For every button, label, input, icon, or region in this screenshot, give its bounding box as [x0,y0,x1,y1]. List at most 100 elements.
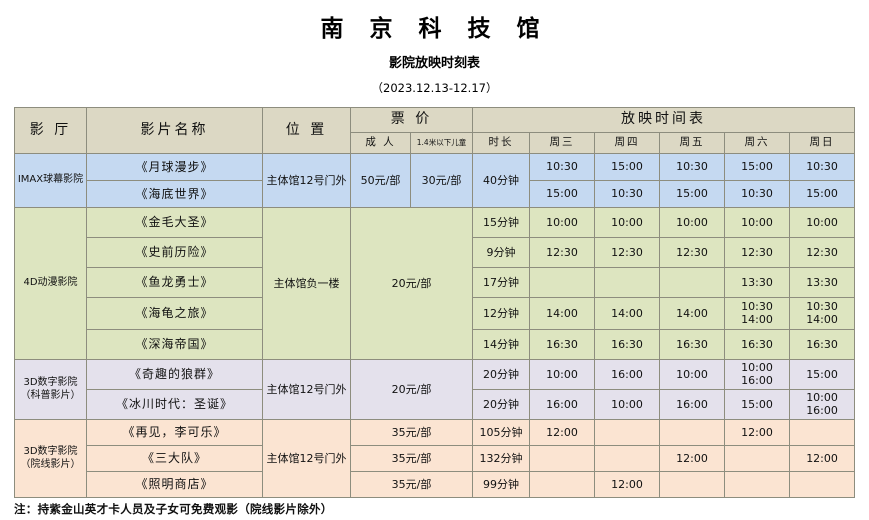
showtime-cell: 16:30 [594,329,661,360]
footer-note: 注：持紫金山英才卡人员及子女可免费观影（院线影片除外） [14,502,333,516]
hall-name-cell: 4D动漫影院 [14,207,87,360]
col-price-adult: 成 人 [350,132,411,154]
showtime-cell [659,419,726,446]
table-row: 《海龟之旅》 12分钟 14:00 14:00 14:00 10:30 14:00 10:30… [15,297,856,330]
col-day-fri: 周五 [659,132,726,154]
col-day-sat: 周六 [724,132,791,154]
hall-name-cell: IMAX球幕影院 [14,153,87,208]
table-row: 《冰川时代：圣诞》 20分钟 16:00 10:00 16:00 15:00 10:00 16… [15,389,856,420]
location-cell: 主体馆12号门外 [262,359,351,420]
col-location: 位 置 [262,107,351,154]
col-price-child: 1.4米以下儿童 [409,132,474,154]
showtime-cell: 10:00 [594,389,661,420]
showtime-cell: 10:00 [789,207,856,238]
film-title-cell: 《金毛大圣》 [86,207,263,238]
showtime-cell: 15:00 [724,153,791,181]
showtime-cell: 10:30 [594,180,661,208]
showtime-cell: 16:30 [789,329,856,360]
showtime-cell: 14:00 [529,297,596,330]
table-row: 3D数字影院 （科普影片） 《奇趣的狼群》 主体馆12号门外 20元/部 20分钟 10:0… [14,359,856,420]
duration-cell: 20分钟 [472,389,531,420]
col-price-group: 票 价 [349,107,474,133]
location-cell: 主体馆12号门外 [262,153,351,208]
showtime-cell: 12:00 [659,445,726,472]
price-cell-merged: 20元/部 [349,359,474,420]
duration-cell: 9分钟 [472,237,531,268]
film-title-cell: 《海龟之旅》 [86,297,263,330]
film-title-cell: 《海底世界》 [86,180,263,208]
table-row: 3D数字影院 （院线影片） 《再见，李可乐》 主体馆12号门外 35元/部 105分钟 12… [14,419,856,498]
duration-cell: 15分钟 [472,207,531,238]
hall-name-cell: 3D数字影院 （科普影片） [14,359,87,420]
film-title-cell: 《再见，李可乐》 [86,419,263,446]
showtime-cell: 16:30 [724,329,791,360]
showtime-cell: 10:30 [724,180,791,208]
showtime-cell: 13:30 [724,267,791,298]
price-cell: 35元/部 [349,419,474,446]
showtime-cell: 15:00 [789,180,856,208]
price-cell-merged: 20元/部 [349,207,474,360]
header-row-bottom: 成 人 1.4米以下儿童 时长 周三 周四 周五 周六 周日 [15,132,856,154]
showtime-cell: 10:30 14:00 [789,297,856,330]
showtime-cell [529,471,596,498]
table-row: 4D动漫影院 《金毛大圣》 主体馆负一楼 20元/部 15分钟 10:00 10:00 10:… [14,207,856,360]
showtime-cell: 10:00 [529,207,596,238]
showtime-cell: 13:30 [789,267,856,298]
showtime-cell: 12:00 [789,445,856,472]
duration-cell: 105分钟 [472,419,531,446]
showtime-cell: 10:00 [724,207,791,238]
duration-cell: 12分钟 [472,297,531,330]
duration-cell: 14分钟 [472,329,531,360]
duration-cell: 17分钟 [472,267,531,298]
table-row: 《照明商店》 35元/部 99分钟 12:00 [15,471,856,498]
showtime-cell: 12:00 [529,419,596,446]
page-subtitle: 影院放映时刻表 [388,56,480,71]
showtime-cell: 16:30 [659,329,726,360]
showtime-cell: 14:00 [594,297,661,330]
film-title-cell: 《冰川时代：圣诞》 [86,389,263,420]
showtime-cell [789,471,856,498]
showtime-cell: 14:00 [659,297,726,330]
showtime-cell [724,471,791,498]
schedule-table: 影 厅 影片名称 位 置 票 价 放映时间表 成 人 1.4米以下儿童 时长 周… [14,107,856,498]
table-row: 《鱼龙勇士》 17分钟 13:30 13:30 [15,267,856,298]
showtime-cell: 15:00 [659,180,726,208]
col-film: 影片名称 [86,107,263,154]
duration-cell: 132分钟 [472,445,531,472]
hall-name-cell: 3D数字影院 （院线影片） [14,419,87,498]
showtime-cell: 15:00 [724,389,791,420]
showtime-cell: 15:00 [529,180,596,208]
film-title-cell: 《三大队》 [86,445,263,472]
showtime-cell [594,445,661,472]
showtime-cell [789,419,856,446]
film-title-cell: 《奇趣的狼群》 [86,359,263,390]
showtime-cell: 15:00 [789,359,856,390]
showtime-cell: 12:00 [594,471,661,498]
film-title-cell: 《鱼龙勇士》 [86,267,263,298]
showtime-cell: 16:00 [659,389,726,420]
showtime-cell [594,419,661,446]
showtime-cell: 12:30 [789,237,856,268]
location-cell: 主体馆负一楼 [262,207,351,360]
showtime-cell: 10:00 [529,359,596,390]
showtime-cell: 16:00 [529,389,596,420]
schedule-table-wrapper: 影 厅 影片名称 位 置 票 价 放映时间表 成 人 1.4米以下儿童 时长 周… [14,107,856,498]
page-title: 南 京 科 技 馆 [320,15,549,42]
col-day-thu: 周四 [594,132,661,154]
showtime-cell: 10:30 14:00 [724,297,791,330]
table-row: 《史前历险》 9分钟 12:30 12:30 12:30 12:30 12:30 [15,237,856,268]
price-child-cell: 30元/部 [409,153,474,208]
showtime-cell: 16:00 [594,359,661,390]
showtime-cell [724,445,791,472]
col-duration: 时长 [472,132,531,154]
showtime-cell: 12:00 [724,419,791,446]
film-title-cell: 《深海帝国》 [86,329,263,360]
showtime-cell: 10:00 16:00 [789,389,856,420]
showtime-cell: 10:30 [659,153,726,181]
showtime-cell: 12:30 [594,237,661,268]
table-row: IMAX球幕影院 《月球漫步》 主体馆12号门外 50元/部 30元/部 40分钟 10:3… [14,153,856,208]
duration-cell: 99分钟 [472,471,531,498]
showtime-cell [659,267,726,298]
table-row: 《深海帝国》 14分钟 16:30 16:30 16:30 16:30 16:30 [15,329,856,360]
